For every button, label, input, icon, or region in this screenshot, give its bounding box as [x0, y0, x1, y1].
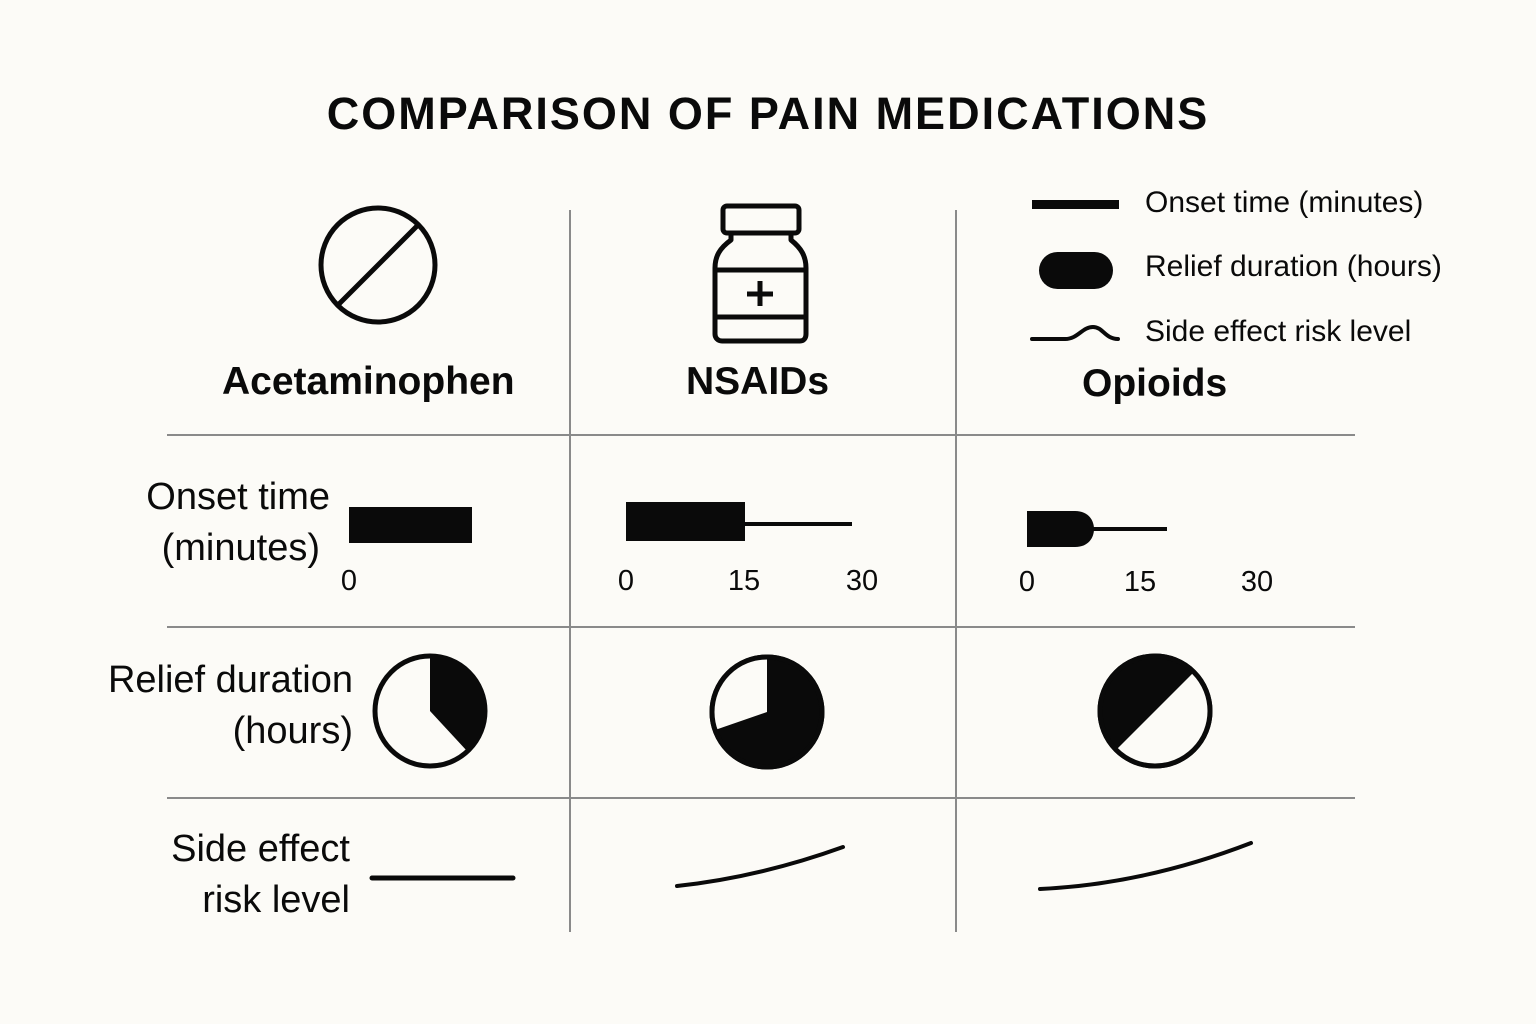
row-label-relief-line1: Relief duration	[107, 659, 353, 701]
legend-risk-label: Side effect risk level	[1145, 315, 1412, 348]
grid-hline-3	[167, 797, 1355, 799]
legend-relief-label: Relief duration (hours)	[1145, 250, 1442, 283]
row-label-onset-line1: Onset time	[146, 476, 330, 518]
row-label-onset: Onset time (minutes)	[60, 472, 330, 574]
grid-vline-1	[569, 210, 571, 932]
tick-opioid-15: 15	[1123, 566, 1157, 598]
drug-name-nsaids: NSAIDs	[686, 360, 830, 403]
onset-bar-nsaids	[626, 502, 852, 541]
tick-nsaid-30: 30	[845, 565, 879, 597]
tick-opioid-0: 0	[1018, 566, 1036, 598]
relief-pie-acetaminophen	[372, 653, 488, 769]
relief-pie-nsaids	[709, 654, 825, 770]
page-title: COMPARISON OF PAIN MEDICATIONS	[326, 88, 1210, 139]
legend-risk-symbol	[1030, 324, 1120, 341]
medicine-bottle-icon	[712, 203, 809, 344]
pill-slash-icon	[318, 205, 438, 325]
grid-hline-2	[167, 626, 1355, 628]
row-label-relief: Relief duration (hours)	[40, 655, 353, 757]
drug-name-acetaminophen: Acetaminophen	[222, 360, 515, 403]
drug-name-opioids: Opioids	[1082, 362, 1228, 405]
relief-pie-opioids	[1097, 653, 1213, 769]
tick-nsaid-15: 15	[727, 565, 761, 597]
row-label-relief-line2: (hours)	[232, 710, 353, 752]
row-label-risk-line1: Side effect	[171, 828, 350, 870]
legend-onset-label: Onset time (minutes)	[1145, 186, 1424, 219]
row-label-onset-line2: (minutes)	[161, 527, 320, 569]
tick-acet-0: 0	[340, 565, 358, 597]
onset-bar-acetaminophen	[349, 507, 472, 543]
onset-bar-opioids	[1027, 511, 1167, 547]
risk-curve-opioids	[1038, 841, 1253, 891]
tick-nsaid-0: 0	[617, 565, 635, 597]
legend-onset-symbol	[1032, 200, 1119, 209]
row-label-risk: Side effect risk level	[60, 824, 350, 926]
grid-hline-1	[167, 434, 1355, 436]
risk-curve-nsaids	[675, 845, 845, 888]
row-label-risk-line2: risk level	[202, 879, 350, 921]
tick-opioid-30: 30	[1240, 566, 1274, 598]
legend-relief-symbol	[1039, 252, 1113, 289]
grid-vline-2	[955, 210, 957, 932]
